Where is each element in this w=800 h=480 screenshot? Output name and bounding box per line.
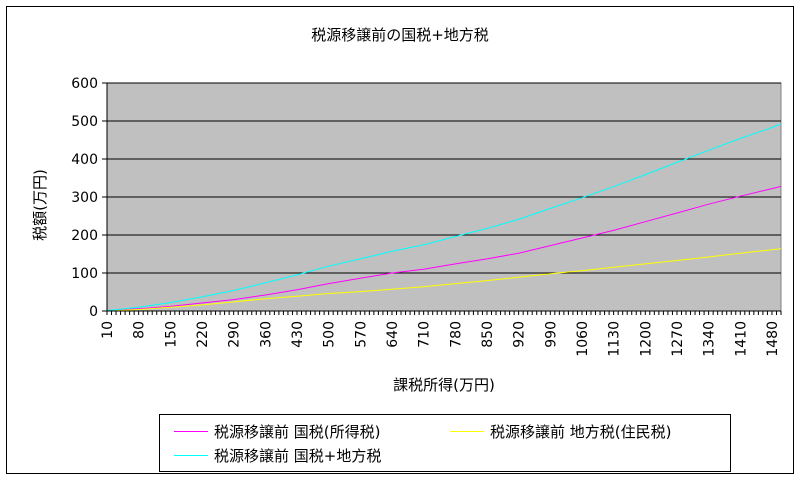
y-tick-label-600: 600	[71, 76, 98, 92]
legend: 税源移譲前 国税(所得税) 税源移譲前 地方税(住民税) 税源移譲前 国税+地方…	[159, 414, 731, 472]
y-axis-title: 税額(万円)	[31, 169, 49, 241]
x-tick-label-780: 780	[448, 321, 464, 348]
chart-svg: 税源移譲前の国税+地方税 0 100 200 300 400 500 600 10 80 150…	[31, 26, 782, 394]
y-tick-label-500: 500	[71, 114, 98, 130]
x-tick-label-1270: 1270	[670, 321, 686, 357]
y-tick-labels: 0 100 200 300 400 500 600	[71, 76, 98, 320]
legend-item-local-tax: 税源移譲前 地方税(住民税)	[450, 420, 671, 442]
y-tick-label-300: 300	[71, 190, 98, 206]
y-tick-label-100: 100	[71, 266, 98, 282]
legend-item-income-tax: 税源移譲前 国税(所得税)	[174, 420, 380, 442]
x-tick-label-850: 850	[480, 321, 496, 348]
series-line-3	[106, 123, 782, 312]
legend-swatch-income-tax	[174, 430, 208, 432]
legend-label-local-tax: 税源移譲前 地方税(住民税)	[490, 422, 672, 441]
x-tick-label-290: 290	[227, 321, 243, 348]
series-line-2	[106, 248, 782, 312]
x-tick-label-990: 990	[543, 321, 559, 348]
chart-title: 税源移譲前の国税+地方税	[311, 26, 489, 44]
legend-label-total-tax: 税源移譲前 国税+地方税	[214, 446, 382, 465]
y-tick-label-200: 200	[71, 228, 98, 244]
x-tick-label-430: 430	[290, 321, 306, 348]
axes	[102, 82, 782, 315]
legend-swatch-local-tax	[450, 430, 484, 432]
x-tick-label-1480: 1480	[765, 321, 781, 357]
x-tick-label-640: 640	[385, 321, 401, 348]
legend-item-total-tax: 税源移譲前 国税+地方税	[174, 444, 381, 466]
x-tick-label-710: 710	[417, 321, 433, 348]
legend-label-income-tax: 税源移譲前 国税(所得税)	[214, 422, 381, 441]
chart-frame: 税源移譲前の国税+地方税 0 100 200 300 400 500 600 10 80 150…	[6, 6, 794, 474]
x-tick-label-920: 920	[512, 321, 528, 348]
x-tick-label-220: 220	[195, 321, 211, 348]
x-tick-label-80: 80	[132, 321, 148, 339]
x-tick-label-10: 10	[100, 321, 116, 339]
y-tick-label-400: 400	[71, 152, 98, 168]
x-tick-label-1340: 1340	[702, 321, 718, 357]
x-tick-label-360: 360	[258, 321, 274, 348]
x-tick-label-1410: 1410	[733, 321, 749, 357]
series-line-1	[106, 185, 782, 312]
y-tick-label-0: 0	[89, 304, 98, 320]
x-tick-label-1130: 1130	[607, 321, 623, 357]
x-tick-label-570: 570	[353, 321, 369, 348]
x-axis-title: 課税所得(万円)	[393, 376, 495, 394]
legend-swatch-total-tax	[174, 454, 208, 456]
grid-lines	[107, 82, 781, 274]
x-tick-label-150: 150	[163, 321, 179, 348]
x-tick-labels: 10 80 150 220 290 360 430 500 570 640 710 780 850 920…	[100, 321, 781, 357]
x-tick-label-500: 500	[322, 321, 338, 348]
series-layer	[106, 123, 782, 312]
x-tick-label-1060: 1060	[575, 321, 591, 357]
x-tick-label-1200: 1200	[638, 321, 654, 357]
